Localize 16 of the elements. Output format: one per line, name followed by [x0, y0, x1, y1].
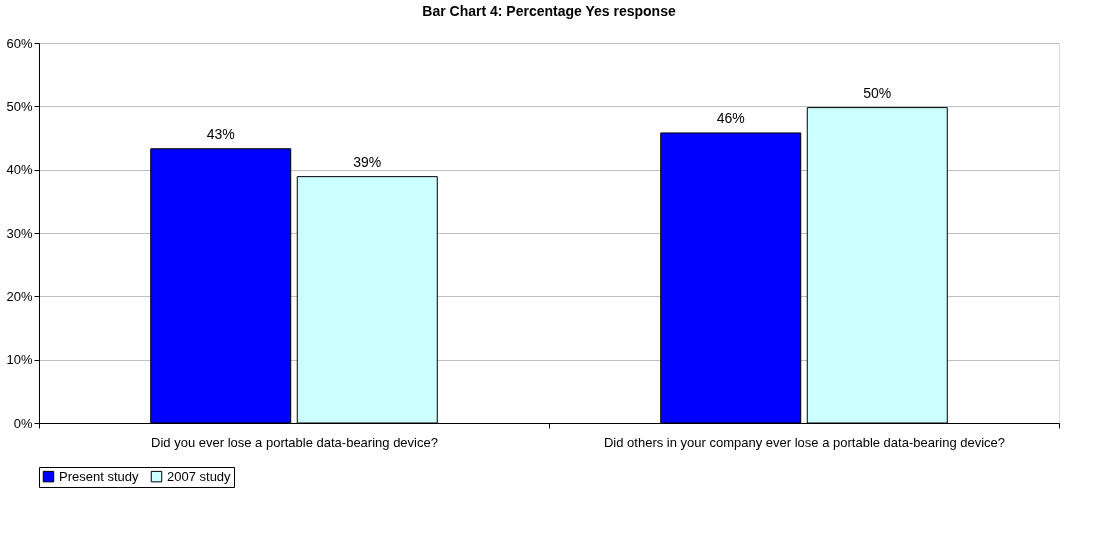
legend-label: 2007 study	[167, 468, 232, 484]
data-label: 46%	[716, 109, 745, 126]
y-tick-label: 20%	[6, 288, 33, 304]
data-label: 50%	[863, 84, 892, 101]
y-tick-label: 10%	[6, 352, 33, 368]
y-tick-label: 0%	[13, 415, 33, 431]
y-tick-label: 50%	[6, 98, 33, 114]
y-tick-label: 60%	[6, 35, 33, 51]
x-tick-label: Did you ever lose a portable data-bearing device?	[151, 434, 438, 450]
y-tick-label: 30%	[6, 225, 33, 241]
y-tick-label: 40%	[6, 162, 33, 178]
data-label: 43%	[206, 125, 235, 142]
legend-label: Present study	[59, 468, 139, 484]
data-label: 39%	[353, 153, 382, 170]
chart-title: Bar Chart 4: Percentage Yes response	[422, 3, 676, 19]
x-tick-label: Did others in your company ever lose a portable data-bearing device?	[603, 434, 1006, 450]
